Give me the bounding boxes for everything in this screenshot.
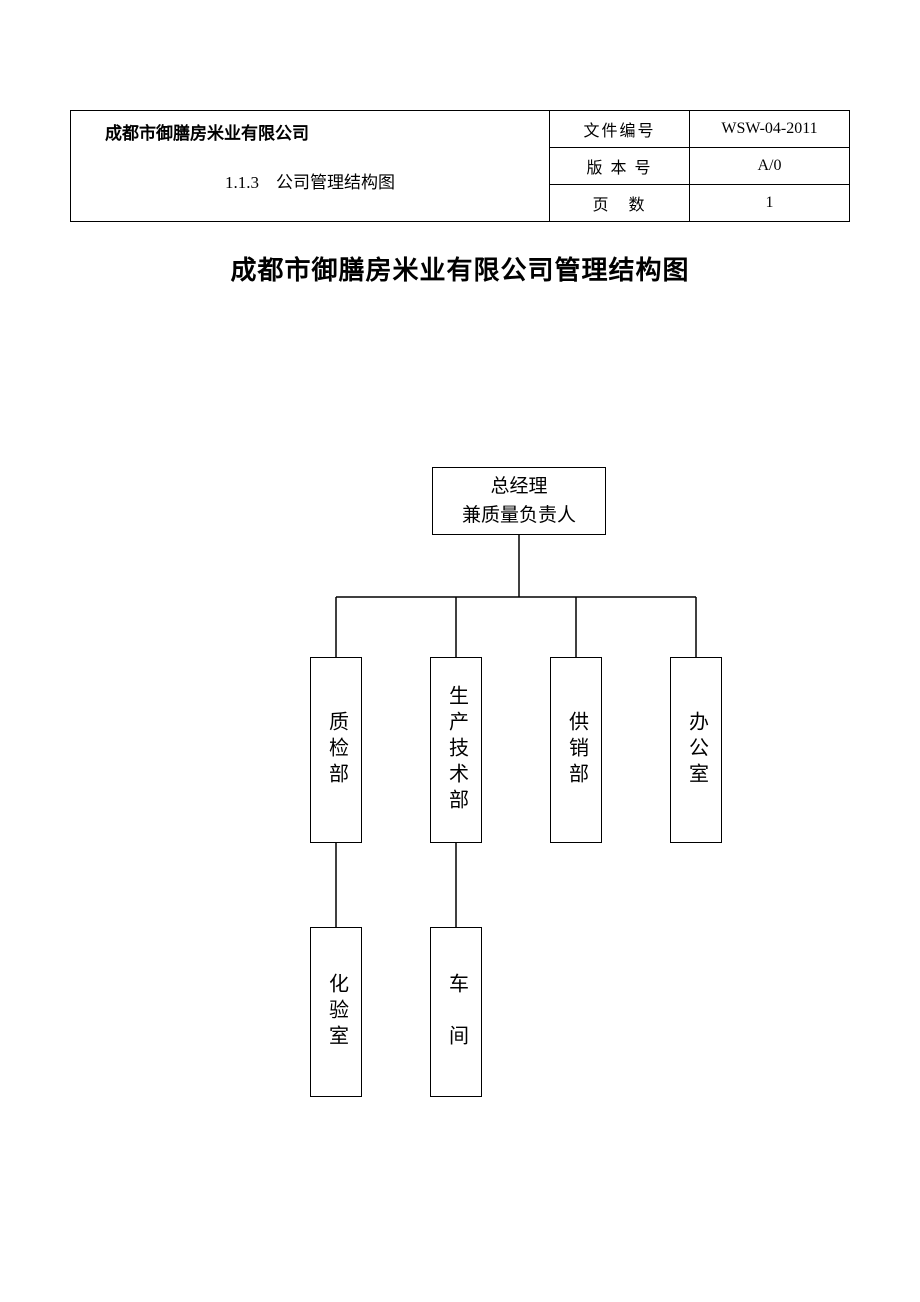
hdr-label-1: 版 本 号 [550,148,690,185]
org-node-prod: 生产技术部 [430,657,482,843]
header-table: 成都市御膳房米业有限公司 1.1.3 公司管理结构图 文件编号 WSW-04-2… [70,110,850,222]
hdr-label-2: 页 数 [550,185,690,222]
section-number: 1.1.3 公司管理结构图 [81,158,539,203]
page-title: 成都市御膳房米业有限公司管理结构图 [70,250,850,287]
org-node-shop: 车 间 [430,927,482,1097]
org-node-qc: 质检部 [310,657,362,843]
hdr-value-2: 1 [690,185,850,222]
org-chart: 总经理兼质量负责人质检部 生产技术部 供销部 办公室化验室 车 间 [70,467,850,1227]
hdr-value-1: A/0 [690,148,850,185]
org-node-gm: 总经理兼质量负责人 [432,467,606,535]
page: 成都市御膳房米业有限公司 1.1.3 公司管理结构图 文件编号 WSW-04-2… [0,0,920,1302]
org-chart-lines [70,467,850,1227]
hdr-label-0: 文件编号 [550,111,690,148]
hdr-value-0: WSW-04-2011 [690,111,850,148]
org-node-sales: 供销部 [550,657,602,843]
org-node-office: 办公室 [670,657,722,843]
org-node-lab: 化验室 [310,927,362,1097]
company-name: 成都市御膳房米业有限公司 [81,119,539,144]
